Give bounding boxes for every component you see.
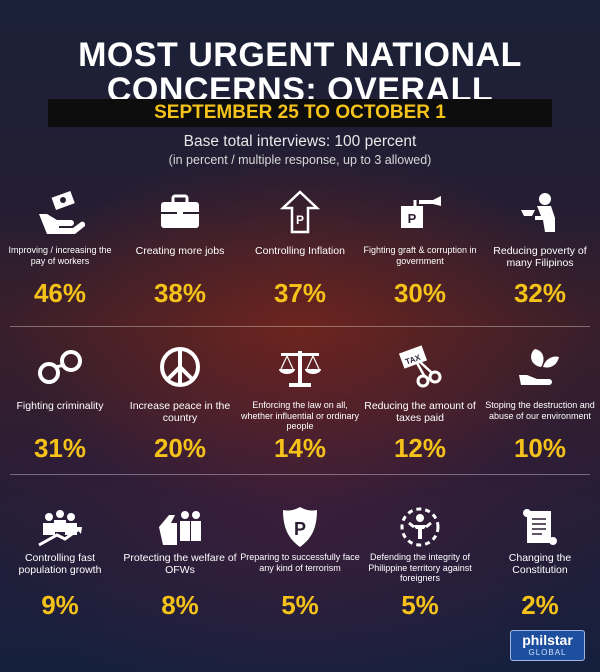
police-badge-icon: P — [275, 505, 325, 549]
concern-percentage: 20% — [153, 433, 207, 463]
concern-label: Reducing poverty of many Filipinos — [493, 245, 587, 269]
concern-label: Creating more jobs — [135, 245, 225, 257]
concern-percentage: 10% — [513, 433, 567, 463]
row-divider — [10, 474, 590, 475]
tax-scissors-icon: TAX — [395, 345, 445, 389]
concern-label: Improving / increasing the pay of worker… — [8, 245, 112, 266]
handcuffs-icon — [35, 345, 85, 389]
concern-label: Defending the integrity of Philippine te… — [368, 552, 472, 583]
concern-card: P Preparing to successfully face any kind… — [240, 505, 360, 630]
concern-percentage: 2% — [521, 590, 559, 620]
concern-percentage: 5% — [281, 590, 319, 620]
concern-card: Creating more jobs 38% — [120, 190, 240, 315]
concern-label: Increase peace in the country — [129, 400, 231, 424]
concern-percentage: 9% — [41, 590, 79, 620]
protecting-people-hand-icon — [155, 505, 205, 549]
concern-percentage: 8% — [161, 590, 199, 620]
base-text: Base total interviews: 100 percent — [183, 133, 417, 150]
concern-percentage: 37% — [273, 278, 327, 308]
concern-percentage: 14% — [273, 433, 327, 463]
concern-card: Defending the integrity of Philippine te… — [360, 505, 480, 630]
concern-label: Protecting the welfare of OFWs — [123, 552, 237, 576]
concern-label: Enforcing the law on all, whether influe… — [240, 400, 360, 431]
title-line-1: MOST URGENT NATIONAL — [78, 36, 522, 74]
concern-card: Protecting the welfare of OFWs 8% — [120, 505, 240, 630]
concern-label: Controlling Inflation — [255, 245, 345, 257]
philstar-logo: philstar GLOBAL — [510, 630, 585, 661]
svg-text:P: P — [408, 211, 417, 226]
concern-label: Preparing to successfully face any kind … — [240, 552, 360, 573]
concern-card: Stoping the destruction and abuse of our… — [480, 345, 600, 470]
concern-label: Fighting criminality — [16, 400, 104, 412]
concern-percentage: 32% — [513, 278, 567, 308]
date-range-bar: SEPTEMBER 25 TO OCTOBER 1 — [48, 99, 552, 127]
briefcase-icon — [155, 190, 205, 234]
concern-card: Increase peace in the country 20% — [120, 345, 240, 470]
concern-percentage: 46% — [33, 278, 87, 308]
concern-percentage: 38% — [153, 278, 207, 308]
scales-of-justice-icon — [275, 345, 325, 389]
concern-percentage: 5% — [401, 590, 439, 620]
peace-sign-icon — [155, 345, 205, 389]
defending-territory-icon — [395, 505, 445, 549]
note-text: (in percent / multiple response, up to 3… — [168, 153, 432, 167]
begging-person-icon — [515, 190, 565, 234]
concern-card: Improving / increasing the pay of worker… — [0, 190, 120, 315]
concern-label: Stoping the destruction and abuse of our… — [485, 400, 595, 421]
logo-main-text: philstar — [522, 632, 573, 648]
concern-card: P Fighting graft & corruption in governme… — [360, 190, 480, 315]
logo-sub-text: GLOBAL — [528, 648, 567, 657]
concern-card: P Controlling Inflation 37% — [240, 190, 360, 315]
concern-label: Reducing the amount of taxes paid — [364, 400, 476, 424]
concern-card: Changing the Constitution 2% — [480, 505, 600, 630]
concern-percentage: 30% — [393, 278, 447, 308]
svg-text:P: P — [294, 519, 306, 539]
leaf-hand-icon — [515, 345, 565, 389]
peso-up-arrow-icon: P — [275, 190, 325, 234]
concern-percentage: 31% — [33, 433, 87, 463]
concern-percentage: 12% — [393, 433, 447, 463]
concern-label: Changing the Constitution — [508, 552, 572, 576]
concern-card: TAX Reducing the amount of taxes paid 12% — [360, 345, 480, 470]
population-growth-icon — [35, 505, 85, 549]
concern-card: Controlling fast population growth 9% — [0, 505, 120, 630]
concern-label: Controlling fast population growth — [18, 552, 102, 576]
peso-bag-hand-icon: P — [395, 190, 445, 234]
concern-card: Reducing poverty of many Filipinos 32% — [480, 190, 600, 315]
concern-label: Fighting graft & corruption in governmen… — [363, 245, 477, 266]
money-hand-icon — [35, 190, 85, 234]
svg-text:P: P — [296, 213, 304, 227]
concern-card: Fighting criminality 31% — [0, 345, 120, 470]
concern-card: Enforcing the law on all, whether influe… — [240, 345, 360, 470]
row-divider — [10, 326, 590, 327]
constitution-scroll-icon — [515, 505, 565, 549]
